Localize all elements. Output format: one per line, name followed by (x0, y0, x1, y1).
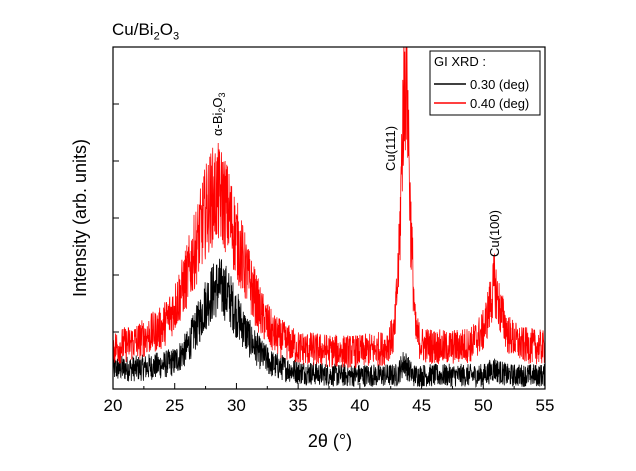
annotation-cu111: Cu(111) (383, 126, 398, 171)
legend-box (429, 50, 541, 116)
x-tick-label-3: 35 (289, 396, 308, 415)
y-axis-label: Intensity (arb. units) (70, 139, 90, 297)
x-tick-label-4: 40 (350, 396, 369, 415)
annotation-cu100: Cu(100) (487, 210, 502, 257)
series-line-1 (112, 46, 546, 369)
x-axis-label: 2θ (°) (308, 431, 352, 451)
legend-label-040: 0.40 (deg) (470, 96, 529, 111)
x-tick-label-2: 30 (227, 396, 246, 415)
x-tick-label-1: 25 (165, 396, 184, 415)
legend: GI XRD : 0.30 (deg) 0.40 (deg) (429, 50, 541, 116)
x-tick-label-6: 50 (474, 396, 493, 415)
legend-title: GI XRD : (434, 54, 486, 69)
x-tick-label-7: 55 (536, 396, 555, 415)
chart-title: Cu/Bi2O3 (112, 20, 180, 43)
x-tick-label-5: 45 (412, 396, 431, 415)
series-line-0 (112, 258, 546, 389)
x-tick-label-0: 20 (104, 396, 123, 415)
legend-label-030: 0.30 (deg) (470, 77, 529, 92)
annotation-alpha-bi2o3: α-Bi2O3 (210, 92, 227, 136)
